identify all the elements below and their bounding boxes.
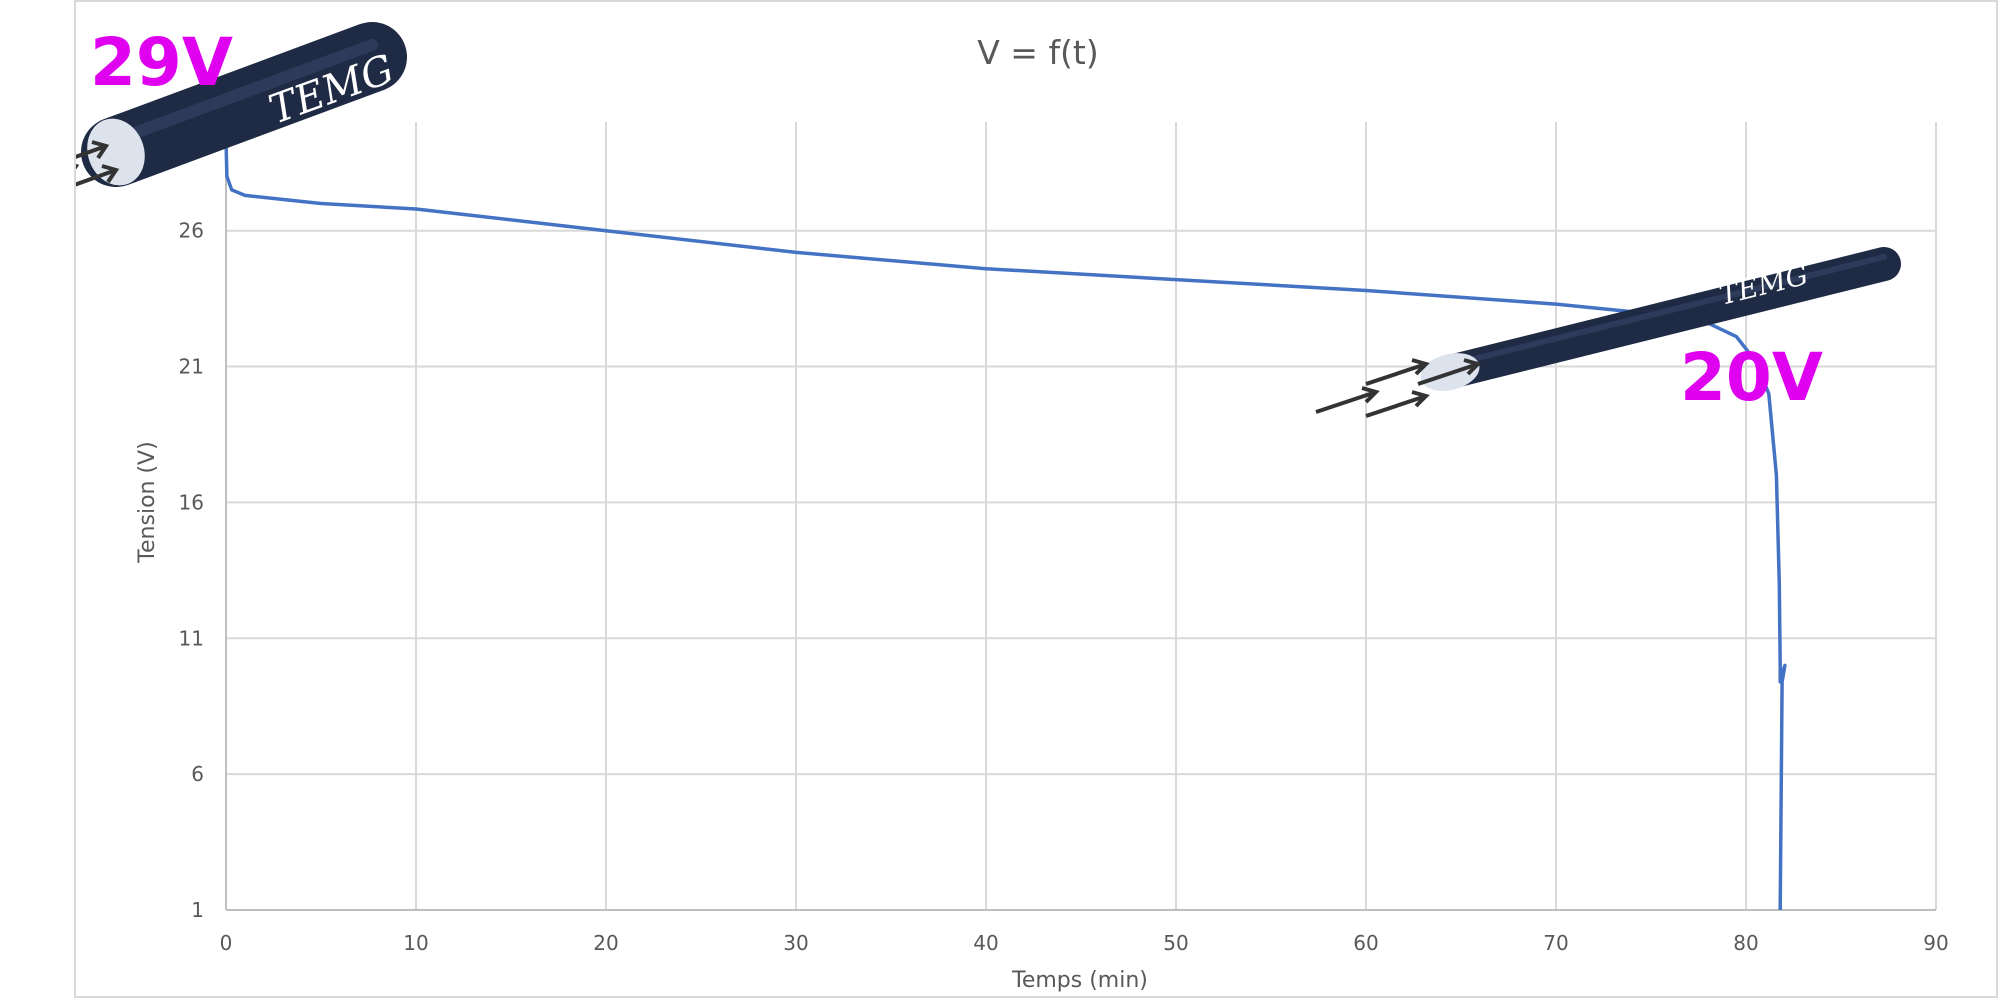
chart-frame: V = f(t) 0 10 20 30 40 50 60 70 80 90 1 6 11 16 21 26 … — [74, 0, 1998, 998]
arrow-line — [76, 168, 117, 187]
arrow-line — [76, 144, 107, 159]
battery-highlight — [1447, 254, 1887, 368]
arrowhead — [1463, 358, 1482, 376]
battery-highlight — [110, 39, 378, 146]
x-tick-label: 30 — [783, 931, 808, 955]
battery-body — [81, 22, 407, 187]
y-axis-title: Tension (V) — [135, 441, 160, 563]
y-tick-label: 21 — [179, 355, 204, 379]
y-tick-label: 6 — [191, 762, 204, 786]
y-tick-label: 11 — [179, 626, 204, 650]
battery-body — [1433, 247, 1901, 389]
arrow-line — [1315, 390, 1377, 414]
arrows-top — [76, 140, 120, 187]
annotation-20v: 20V — [1680, 339, 1823, 416]
annotation-29v: 29V — [90, 24, 233, 101]
x-tick-label: 40 — [973, 931, 998, 955]
x-tick-label: 10 — [403, 931, 428, 955]
arrowhead — [1361, 386, 1380, 404]
y-tick-label: 1 — [191, 898, 204, 922]
x-tick-label: 0 — [220, 931, 233, 955]
arrow-line — [1365, 394, 1427, 418]
series-layer — [224, 140, 1787, 911]
arrowhead — [1411, 358, 1430, 376]
arrowhead — [1411, 390, 1430, 408]
arrows-right — [1315, 358, 1482, 418]
x-tick-label: 90 — [1923, 931, 1948, 955]
series-line — [224, 140, 1787, 911]
chart-title: V = f(t) — [977, 33, 1099, 72]
x-tick-label: 50 — [1163, 931, 1188, 955]
grid-layer — [225, 122, 1937, 911]
x-tick-labels: 0 10 20 30 40 50 60 70 80 90 — [220, 931, 1949, 955]
arrowhead — [101, 164, 120, 184]
x-tick-label: 60 — [1353, 931, 1378, 955]
x-tick-label: 70 — [1543, 931, 1568, 955]
battery-terminal — [87, 118, 145, 186]
x-axis-title: Temps (min) — [1011, 968, 1148, 993]
x-tick-label: 80 — [1733, 931, 1758, 955]
y-tick-label: 26 — [179, 219, 204, 243]
x-tick-label: 20 — [593, 931, 618, 955]
arrow-line — [1365, 362, 1427, 386]
y-tick-label: 16 — [179, 490, 204, 514]
arrow-line — [1417, 362, 1479, 386]
arrowhead — [91, 140, 110, 160]
chart-svg: V = f(t) 0 10 20 30 40 50 60 70 80 90 1611162126 … — [76, 22, 1949, 993]
